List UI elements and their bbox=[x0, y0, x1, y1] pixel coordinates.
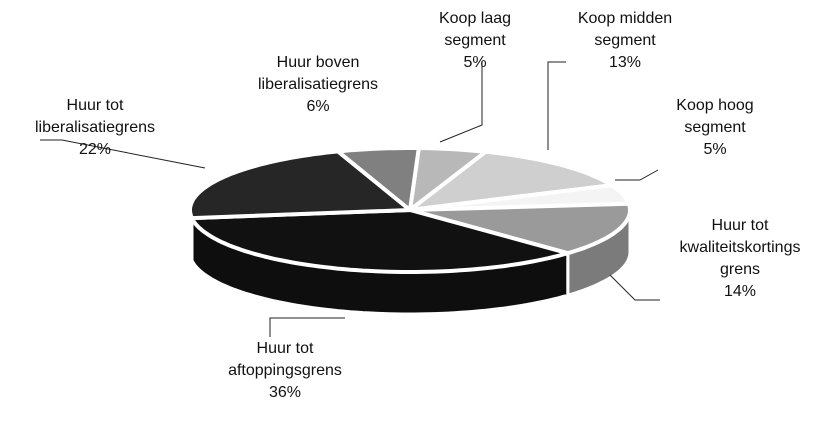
category-label: Koop midden segment bbox=[577, 10, 673, 49]
leader-line bbox=[40, 139, 206, 169]
category-label: Huur tot kwaliteitskortings grens bbox=[679, 217, 801, 278]
leader-line bbox=[269, 317, 345, 337]
leader-line bbox=[609, 274, 660, 301]
leader-line bbox=[439, 62, 483, 143]
slice-label: Koop hoog segment 5% bbox=[655, 95, 775, 161]
slice-label: Huur tot aftoppingsgrens 36% bbox=[210, 338, 360, 404]
value-label: 13% bbox=[608, 54, 642, 71]
slice-label: Koop midden segment 13% bbox=[555, 8, 695, 74]
pie-slice bbox=[336, 146, 421, 212]
pie-slice bbox=[189, 208, 570, 274]
pie-slice bbox=[408, 201, 632, 256]
category-label: Huur tot aftoppingsgrens bbox=[228, 340, 342, 379]
value-label: 5% bbox=[463, 54, 487, 71]
value-label: 14% bbox=[723, 283, 757, 300]
category-label: Koop hoog segment bbox=[676, 97, 754, 136]
category-label: Koop laag segment bbox=[438, 10, 512, 49]
value-label: 36% bbox=[268, 384, 302, 401]
value-label: 5% bbox=[703, 141, 727, 158]
slice-label: Huur tot liberalisatiegrens 22% bbox=[20, 95, 170, 161]
slice-label: Koop laag segment 5% bbox=[420, 8, 530, 74]
slice-label: Huur boven liberalisatiegrens 6% bbox=[233, 52, 403, 118]
leader-line bbox=[615, 169, 659, 181]
category-label: Huur boven liberalisatiegrens bbox=[257, 54, 379, 93]
value-label: 6% bbox=[306, 98, 330, 115]
leader-line bbox=[547, 61, 566, 150]
slice-label: Huur tot kwaliteitskortings grens 14% bbox=[665, 215, 815, 303]
pie-slice bbox=[188, 149, 412, 221]
category-label: Huur tot liberalisatiegrens bbox=[34, 97, 156, 136]
value-label: 22% bbox=[78, 141, 112, 158]
pie-slice bbox=[408, 149, 614, 212]
